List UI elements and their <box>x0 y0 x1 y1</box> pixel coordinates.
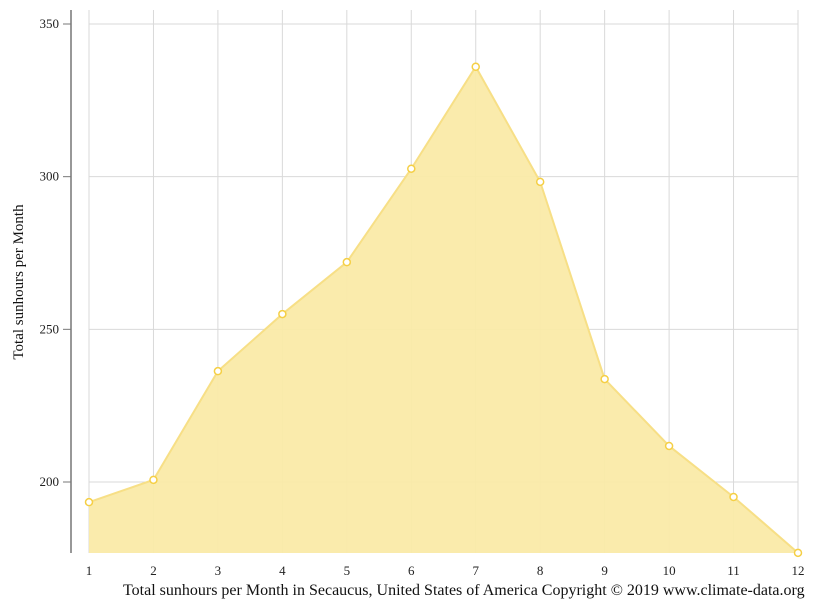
svg-text:2: 2 <box>150 563 157 578</box>
series-line <box>88 64 799 554</box>
svg-text:8: 8 <box>537 563 544 578</box>
x-axis-ticks: 1 2 3 4 5 6 7 8 9 10 11 12 <box>86 563 805 578</box>
svg-text:300: 300 <box>40 169 60 184</box>
svg-text:5: 5 <box>344 563 351 578</box>
data-point <box>278 309 287 319</box>
svg-text:7: 7 <box>472 563 479 578</box>
y-axis-title: Total sunhours per Month <box>11 204 27 360</box>
svg-text:1: 1 <box>86 563 93 578</box>
data-point <box>149 475 158 485</box>
svg-text:6: 6 <box>408 563 415 578</box>
data-point <box>342 257 352 267</box>
svg-text:11: 11 <box>727 563 740 578</box>
data-point <box>793 548 803 558</box>
data-point <box>471 62 480 71</box>
svg-text:4: 4 <box>279 563 286 578</box>
data-point <box>213 366 223 376</box>
svg-text:200: 200 <box>40 474 60 489</box>
data-point <box>535 177 545 187</box>
y-axis-ticks: 200 250 300 350 <box>40 16 71 489</box>
svg-text:250: 250 <box>40 321 60 336</box>
chart-caption: Total sunhours per Month in Secaucus, Un… <box>123 582 805 599</box>
area-fill <box>89 66 798 553</box>
svg-text:350: 350 <box>40 16 60 31</box>
data-point <box>729 492 738 502</box>
data-point <box>600 374 609 384</box>
svg-text:3: 3 <box>215 563 222 578</box>
svg-text:12: 12 <box>792 563 805 578</box>
data-point <box>84 497 94 507</box>
svg-text:10: 10 <box>663 563 676 578</box>
data-markers <box>84 62 803 558</box>
data-point <box>664 441 674 451</box>
data-point <box>407 164 416 173</box>
svg-text:9: 9 <box>601 563 608 578</box>
